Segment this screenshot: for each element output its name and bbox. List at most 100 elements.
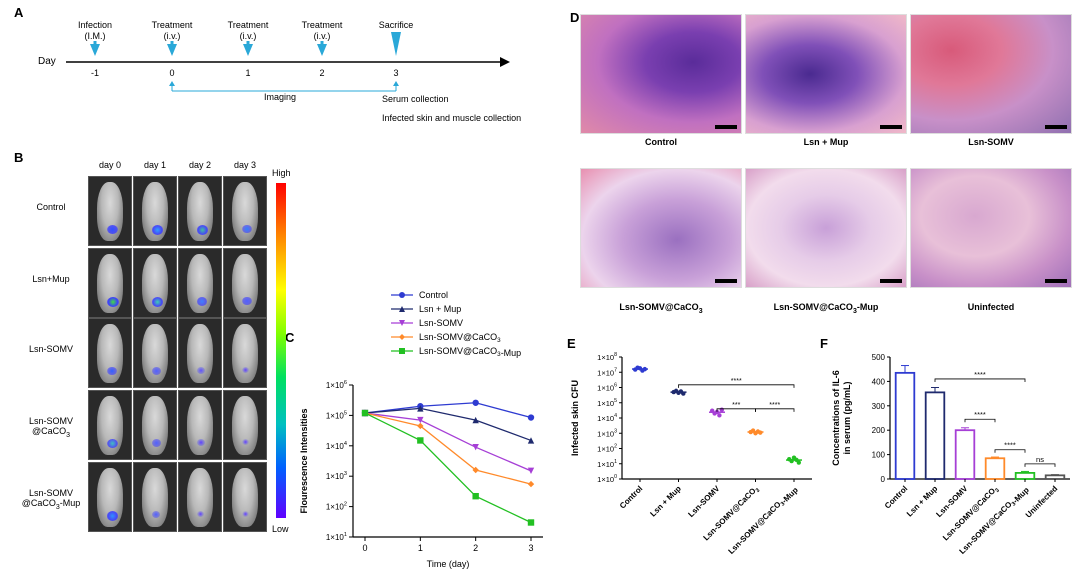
- bioluminescence-spot: [107, 511, 119, 521]
- timeline-day-label: Day: [38, 56, 56, 67]
- y-tick-label: 1×103: [326, 471, 347, 481]
- mouse-image: [223, 390, 267, 460]
- significance-bracket: [994, 449, 1026, 453]
- data-point: [399, 348, 405, 354]
- imaging-day-header: day 3: [233, 160, 257, 170]
- histology-image: [580, 168, 742, 288]
- y-tick-label: 1×100: [597, 474, 617, 484]
- mouse-image: [223, 462, 267, 532]
- series-line: [364, 412, 532, 485]
- imaging-group-label: Lsn+Mup: [32, 274, 70, 284]
- mouse-image: [178, 390, 222, 460]
- y-tick-label: 0: [881, 475, 886, 484]
- y-tick-label: 1×102: [597, 444, 617, 454]
- bar: [894, 371, 916, 480]
- series-line: [364, 402, 532, 419]
- timeline-event-route: (i.v.): [314, 31, 331, 41]
- bioluminescence-spot: [107, 225, 118, 234]
- timeline-event-route: (I.M.): [85, 31, 106, 41]
- blue-arrow-icon: [167, 44, 177, 56]
- y-axis-title: Concentrations of IL-6in serum (pg/mL): [831, 370, 852, 466]
- legend-entry: Lsn-SOMV: [419, 318, 463, 328]
- y-tick-label: 1×105: [597, 398, 617, 408]
- scale-bar: [1045, 125, 1067, 129]
- imaging-group-label: Control: [36, 202, 66, 212]
- x-tick-label: Lsn + Mup: [648, 484, 683, 519]
- mouse-image: [88, 462, 132, 532]
- significance-bracket: [964, 418, 996, 423]
- histology-caption: Uninfected: [967, 302, 1015, 312]
- significance-label: ns: [1036, 455, 1044, 464]
- y-tick-label: 1×104: [597, 413, 617, 423]
- mouse-body: [231, 324, 259, 383]
- x-tick-label: Control: [618, 484, 644, 510]
- bioluminescence-spot: [242, 511, 249, 517]
- histology-image: [910, 14, 1072, 134]
- blue-arrow-stem: [394, 32, 398, 38]
- data-point: [527, 480, 535, 488]
- x-tick-label: 3: [528, 543, 533, 553]
- histology-caption: Control: [645, 137, 677, 147]
- data-point: [417, 437, 424, 444]
- imaging-group-label: Lsn-SOMV @CaCO3: [28, 416, 73, 439]
- bar: [984, 457, 1006, 480]
- legend-entry: Lsn-SOMV@CaCO3: [419, 332, 501, 344]
- timeline-event-route: (i.v.): [240, 31, 257, 41]
- histology-caption: Lsn + Mup: [803, 137, 849, 147]
- timeline-event-title: Treatment: [152, 20, 193, 30]
- histology-image: [745, 14, 907, 134]
- histology-image: [910, 168, 1072, 288]
- serum-collection-label: Serum collection: [382, 94, 449, 104]
- bar-chart-il6: 0 100 200 300 400 500 Concentrations of IL-6in…: [831, 353, 1070, 556]
- mouse-body: [186, 324, 214, 383]
- y-tick-label: 400: [872, 377, 886, 386]
- mouse-body: [231, 396, 259, 455]
- line-chart-fluorescence: Control Lsn + Mup Lsn-SOMV Lsn-SOMV@CaCO3 Ls…: [299, 290, 543, 569]
- y-tick-label: 1×106: [326, 380, 347, 390]
- mouse-image: [223, 176, 267, 246]
- x-tick-label: 0: [362, 543, 367, 553]
- timeline-arrowhead: [500, 57, 510, 67]
- y-tick-label: 1×108: [597, 352, 617, 362]
- timeline-day-value: 0: [169, 68, 174, 78]
- y-tick-label: 1×101: [326, 532, 347, 542]
- bioluminescence-spot: [152, 439, 161, 447]
- blue-arrow-icon: [317, 44, 327, 56]
- y-tick-label: 500: [872, 353, 886, 362]
- mouse-body: [186, 396, 214, 455]
- legend-entry: Control: [419, 290, 448, 300]
- mouse-body: [141, 468, 169, 527]
- data-point: [417, 405, 424, 412]
- y-tick-label: 1×107: [597, 367, 617, 377]
- series-line: [364, 412, 532, 524]
- timeline-day-value: 2: [319, 68, 324, 78]
- timeline-panel: Day Infection(I.M.)-1Treatment(i.v.)0Tre…: [38, 20, 521, 123]
- panel-letter-d: D: [570, 10, 580, 25]
- mouse-image: [178, 462, 222, 532]
- x-axis-title: Time (day): [427, 559, 470, 569]
- data-point: [472, 443, 479, 451]
- series-line: [364, 407, 532, 442]
- timeline-day-value: -1: [91, 68, 99, 78]
- histology-caption: Lsn-SOMV@CaCO3: [619, 302, 703, 315]
- data-point: [399, 334, 405, 340]
- imaging-day-header: day 0: [98, 160, 122, 170]
- scale-low-label: Low: [272, 524, 289, 534]
- mouse-image: [223, 318, 267, 388]
- imaging-group-label: Lsn-SOMV: [28, 344, 73, 354]
- significance-label: ****: [974, 370, 986, 379]
- y-tick-label: 300: [872, 402, 886, 411]
- data-point: [472, 399, 479, 406]
- y-tick-label: 200: [872, 426, 886, 435]
- histology-image: [580, 14, 742, 134]
- significance-label: ****: [769, 402, 780, 409]
- significance-label: ****: [731, 378, 742, 385]
- bioluminescence-spot: [152, 367, 161, 375]
- x-tick-label: 2: [473, 543, 478, 553]
- scale-bar: [1045, 279, 1067, 283]
- data-point: [472, 492, 479, 500]
- bar: [954, 429, 976, 480]
- bioluminescence-spot: [107, 439, 118, 448]
- y-axis-title: Flourescence Intensities: [299, 408, 309, 513]
- bioluminescence-spot: [242, 297, 252, 305]
